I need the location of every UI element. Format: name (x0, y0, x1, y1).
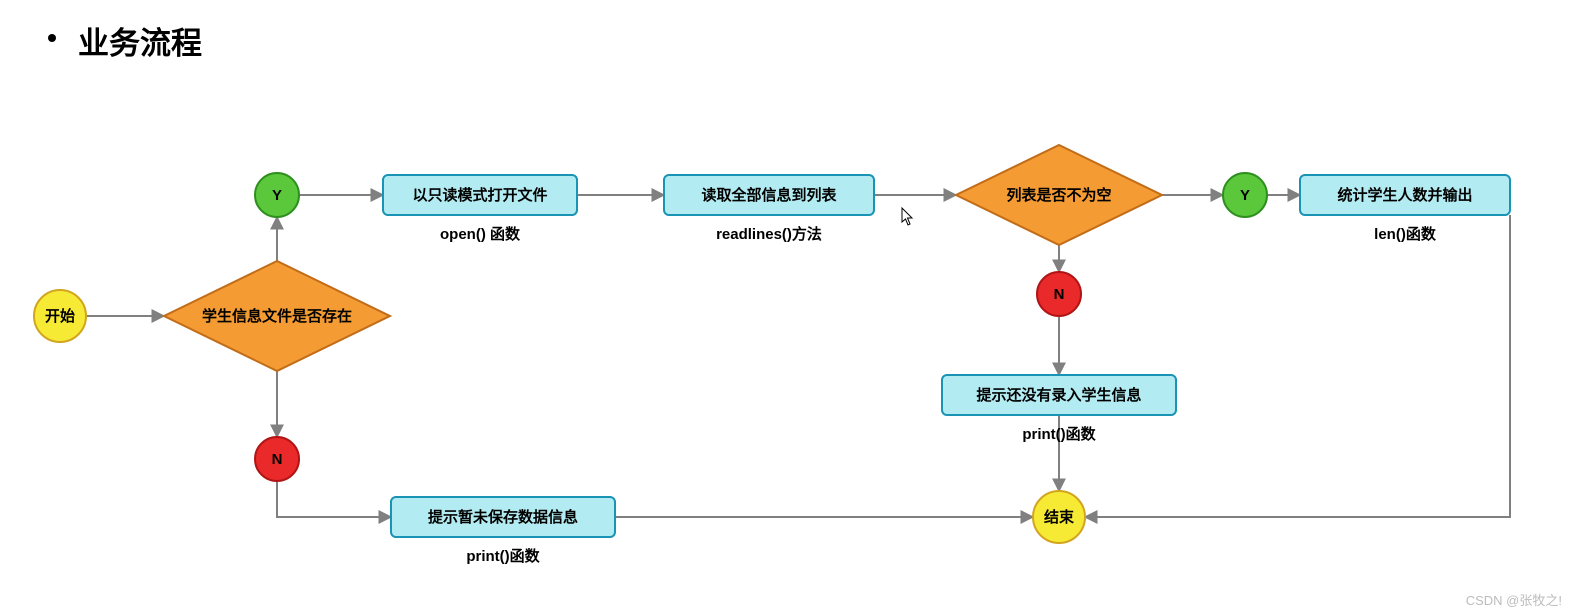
node-label-readlines: 读取全部信息到列表 (701, 186, 837, 204)
watermark-text: CSDN @张牧之! (1466, 590, 1562, 609)
node-sublabel-noinput: print()函数 (1022, 425, 1096, 443)
node-label-open: 以只读模式打开文件 (412, 186, 547, 204)
flowchart-canvas: { "heading": {"text":"业务流程","fontsize":3… (0, 0, 1580, 615)
node-y1: Y (255, 173, 299, 217)
node-noinput: 提示还没有录入学生信息 print()函数 (942, 375, 1176, 443)
node-n1: N (255, 437, 299, 481)
node-label-start: 开始 (45, 307, 75, 325)
node-nosave: 提示暂未保存数据信息 print()函数 (391, 497, 615, 565)
node-label-stat: 统计学生人数并输出 (1337, 186, 1472, 204)
node-y2: Y (1223, 173, 1267, 217)
node-sublabel-nosave: print()函数 (466, 547, 540, 565)
node-d2: 列表是否不为空 (956, 145, 1162, 245)
flowchart-svg: 开始 学生信息文件是否存在 Y N 以只读模式打开文件 open() 函数 读取全部信息到列… (0, 0, 1580, 615)
node-label-end: 结束 (1044, 508, 1075, 526)
node-label-noinput: 提示还没有录入学生信息 (976, 386, 1141, 404)
node-sublabel-readlines: readlines()方法 (716, 225, 822, 243)
node-readlines: 读取全部信息到列表 readlines()方法 (664, 175, 874, 243)
node-label-d2: 列表是否不为空 (1006, 186, 1111, 204)
node-label-y1: Y (272, 187, 282, 204)
node-sublabel-stat: len()函数 (1374, 225, 1437, 243)
node-n2: N (1037, 272, 1081, 316)
node-label-n2: N (1054, 286, 1065, 303)
node-start: 开始 (34, 290, 86, 342)
node-d1: 学生信息文件是否存在 (164, 261, 390, 371)
node-label-n1: N (272, 451, 283, 468)
node-label-nosave: 提示暂未保存数据信息 (428, 508, 578, 526)
mouse-cursor-icon (901, 207, 915, 227)
edge-stat-end (1085, 215, 1510, 517)
node-open: 以只读模式打开文件 open() 函数 (383, 175, 577, 243)
node-label-d1: 学生信息文件是否存在 (202, 307, 352, 325)
node-stat: 统计学生人数并输出 len()函数 (1300, 175, 1510, 243)
node-end: 结束 (1033, 491, 1085, 543)
node-sublabel-open: open() 函数 (440, 225, 521, 243)
node-label-y2: Y (1240, 187, 1250, 204)
edge-n1-nosave (277, 481, 391, 517)
